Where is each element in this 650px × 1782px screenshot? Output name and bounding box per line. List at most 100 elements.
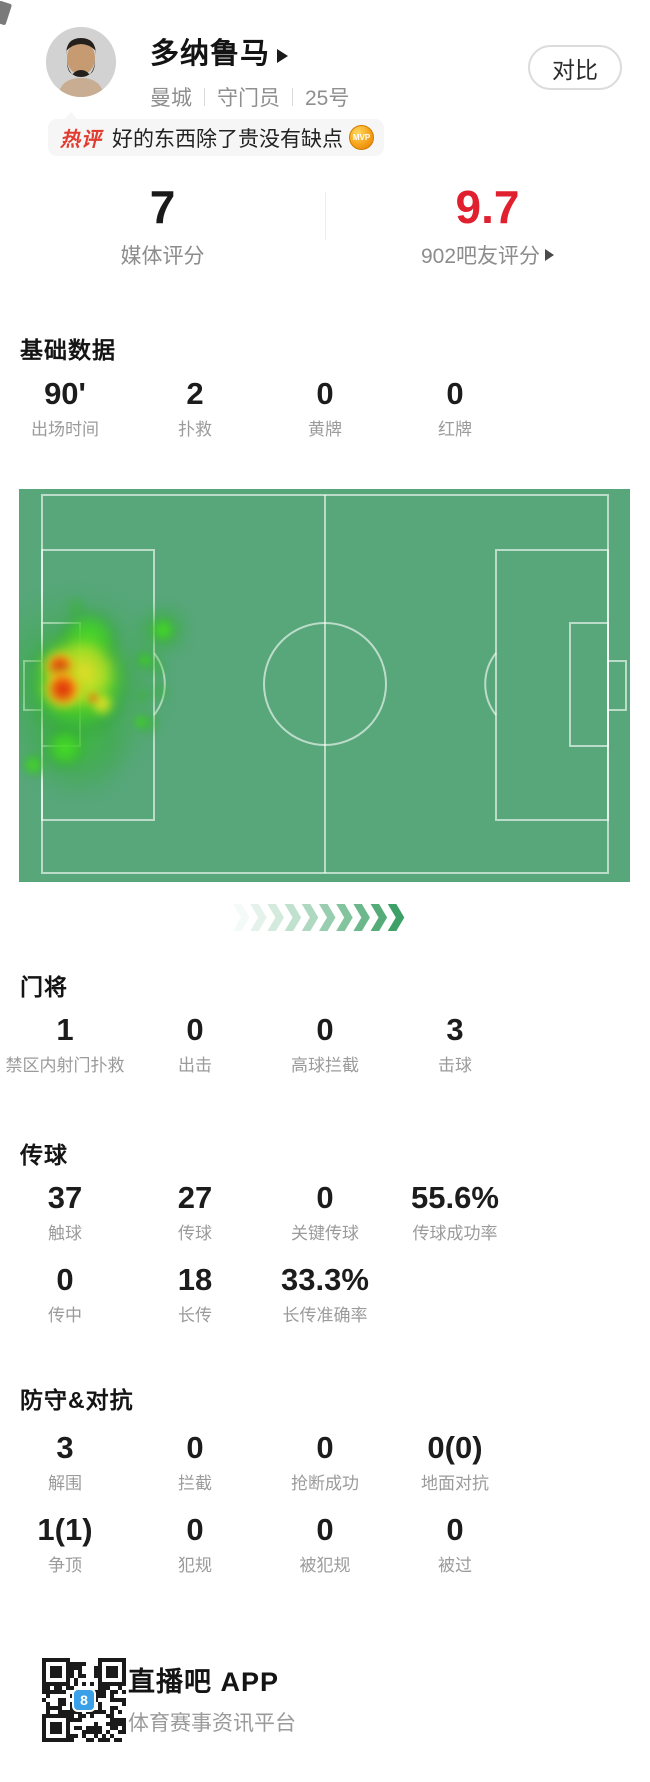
stat-cell: 0 传中 (0, 1260, 130, 1342)
hot-comment-bubble[interactable]: 热评 好的东西除了贵没有缺点 MVP (48, 112, 384, 156)
heat-blob (39, 665, 87, 713)
stat-row: 37 触球 27 传球 0 关键传球 55.6% 传球成功率 (0, 1178, 650, 1260)
heat-blob (132, 713, 150, 731)
stat-label: 禁区内射门扑救 (5, 1056, 125, 1075)
stat-label: 高球拦截 (291, 1056, 359, 1075)
stat-value: 37 (47, 1180, 83, 1215)
stat-label: 犯规 (178, 1556, 212, 1575)
player-team: 曼城 (150, 87, 192, 110)
heat-blob (151, 682, 171, 702)
stat-row: 90' 出场时间 2 扑救 0 黄牌 0 红牌 (0, 374, 650, 456)
stat-cell: 0 高球拦截 (260, 1010, 390, 1092)
stat-cell: 3 击球 (390, 1010, 520, 1092)
defense-stats: 3 解围 0 拦截 0 抢断成功 0(0) 地面对抗 1(1) 争顶 0 犯规 0 被犯规 0 被过 (0, 1428, 650, 1592)
player-position: 守门员 (217, 87, 280, 110)
ratings-row: 7 媒体评分 9.7 902吧友评分 (0, 181, 650, 270)
stat-value: 18 (177, 1262, 213, 1297)
stat-value: 0 (316, 1430, 334, 1465)
stat-label: 扑救 (178, 420, 212, 439)
stat-value: 3 (446, 1012, 464, 1047)
ratings-divider (325, 192, 326, 240)
player-name: 多纳鲁马 (150, 38, 271, 70)
stat-label: 地面对抗 (421, 1474, 489, 1493)
fan-rating-label-text: 902吧友评分 (420, 245, 541, 268)
stat-cell: 27 传球 (130, 1178, 260, 1260)
section-title-basic: 基础数据 (20, 337, 116, 363)
stat-cell: 55.6% 传球成功率 (390, 1178, 520, 1260)
stat-row: 0 传中 18 长传 33.3% 长传准确率 (0, 1260, 650, 1342)
stat-cell: 0(0) 地面对抗 (390, 1428, 520, 1510)
subtitle-divider (292, 88, 293, 106)
stat-row: 1 禁区内射门扑救 0 出击 0 高球拦截 3 击球 (0, 1010, 650, 1092)
stat-cell: 0 关键传球 (260, 1178, 390, 1260)
stat-cell: 1 禁区内射门扑救 (0, 1010, 130, 1092)
section-title-defense: 防守&对抗 (20, 1387, 134, 1413)
passing-stats: 37 触球 27 传球 0 关键传球 55.6% 传球成功率 0 传中 18 长传 33.3% 长传准确率 (0, 1178, 650, 1342)
player-number: 25号 (305, 87, 350, 110)
stat-value: 0(0) (427, 1430, 483, 1465)
fan-rating[interactable]: 9.7 902吧友评分 (325, 181, 650, 270)
stat-cell: 0 出击 (130, 1010, 260, 1092)
stat-label: 传球 (178, 1224, 212, 1243)
stat-label: 被犯规 (299, 1556, 351, 1575)
stat-cell: 18 长传 (130, 1260, 260, 1342)
stat-value: 1 (56, 1012, 74, 1047)
stat-value: 0 (446, 1512, 464, 1547)
stat-label: 击球 (438, 1056, 472, 1075)
stat-value: 0 (186, 1430, 204, 1465)
stat-cell: 33.3% 长传准确率 (260, 1260, 390, 1342)
player-name-row[interactable]: 多纳鲁马 (150, 30, 289, 72)
chevron-divider (233, 904, 413, 931)
stat-cell: 0 被过 (390, 1510, 520, 1592)
stat-cell: 0 红牌 (390, 374, 520, 456)
stat-value: 0 (186, 1012, 204, 1047)
player-portrait-illustration (46, 27, 116, 97)
stat-label: 触球 (48, 1224, 82, 1243)
stat-label: 拦截 (178, 1474, 212, 1493)
stat-value: 0 (316, 1180, 334, 1215)
subtitle-divider (204, 88, 205, 106)
name-expand-arrow-icon[interactable] (277, 49, 289, 63)
heat-blob (20, 752, 46, 778)
stat-value: 0 (186, 1512, 204, 1547)
heat-blob (134, 687, 152, 705)
stat-label: 长传 (178, 1306, 212, 1325)
stat-value: 33.3% (281, 1262, 369, 1297)
hot-comment-text: 好的东西除了贵没有缺点 (112, 127, 343, 151)
corner-artifact (0, 0, 13, 26)
stat-row: 1(1) 争顶 0 犯规 0 被犯规 0 被过 (0, 1510, 650, 1592)
fan-rating-value: 9.7 (455, 181, 520, 233)
hot-comment-badge: 热评 (60, 129, 102, 151)
stat-value: 0 (316, 1012, 334, 1047)
mvp-medal-icon: MVP (349, 125, 374, 150)
qr-logo: 8 (72, 1688, 96, 1712)
stat-label: 抢断成功 (291, 1474, 359, 1493)
stat-value: 2 (186, 376, 204, 411)
pitch-heatmap (19, 489, 630, 882)
heat-blob (148, 615, 178, 645)
heat-blob (41, 724, 89, 772)
stat-cell: 90' 出场时间 (0, 374, 130, 456)
basic-stats: 90' 出场时间 2 扑救 0 黄牌 0 红牌 (0, 374, 650, 456)
stat-cell: 37 触球 (0, 1178, 130, 1260)
heat-blob (86, 691, 100, 705)
stat-value: 0 (56, 1262, 74, 1297)
heat-blob (137, 652, 153, 668)
stat-value: 55.6% (411, 1180, 499, 1215)
stat-value: 0 (316, 1512, 334, 1547)
player-avatar (46, 27, 116, 97)
stat-cell: 0 拦截 (130, 1428, 260, 1510)
stat-value: 0 (446, 376, 464, 411)
fan-rating-label[interactable]: 902吧友评分 (325, 240, 650, 270)
stat-cell: 2 扑救 (130, 374, 260, 456)
stat-label: 出场时间 (31, 420, 99, 439)
stat-cell: 0 犯规 (130, 1510, 260, 1592)
stat-label: 长传准确率 (282, 1306, 368, 1325)
stat-label: 黄牌 (308, 420, 342, 439)
compare-button[interactable]: 对比 (528, 45, 622, 90)
stat-value: 3 (56, 1430, 74, 1465)
stat-cell: 0 抢断成功 (260, 1428, 390, 1510)
stat-cell: 0 黄牌 (260, 374, 390, 456)
stat-label: 传球成功率 (412, 1224, 498, 1243)
